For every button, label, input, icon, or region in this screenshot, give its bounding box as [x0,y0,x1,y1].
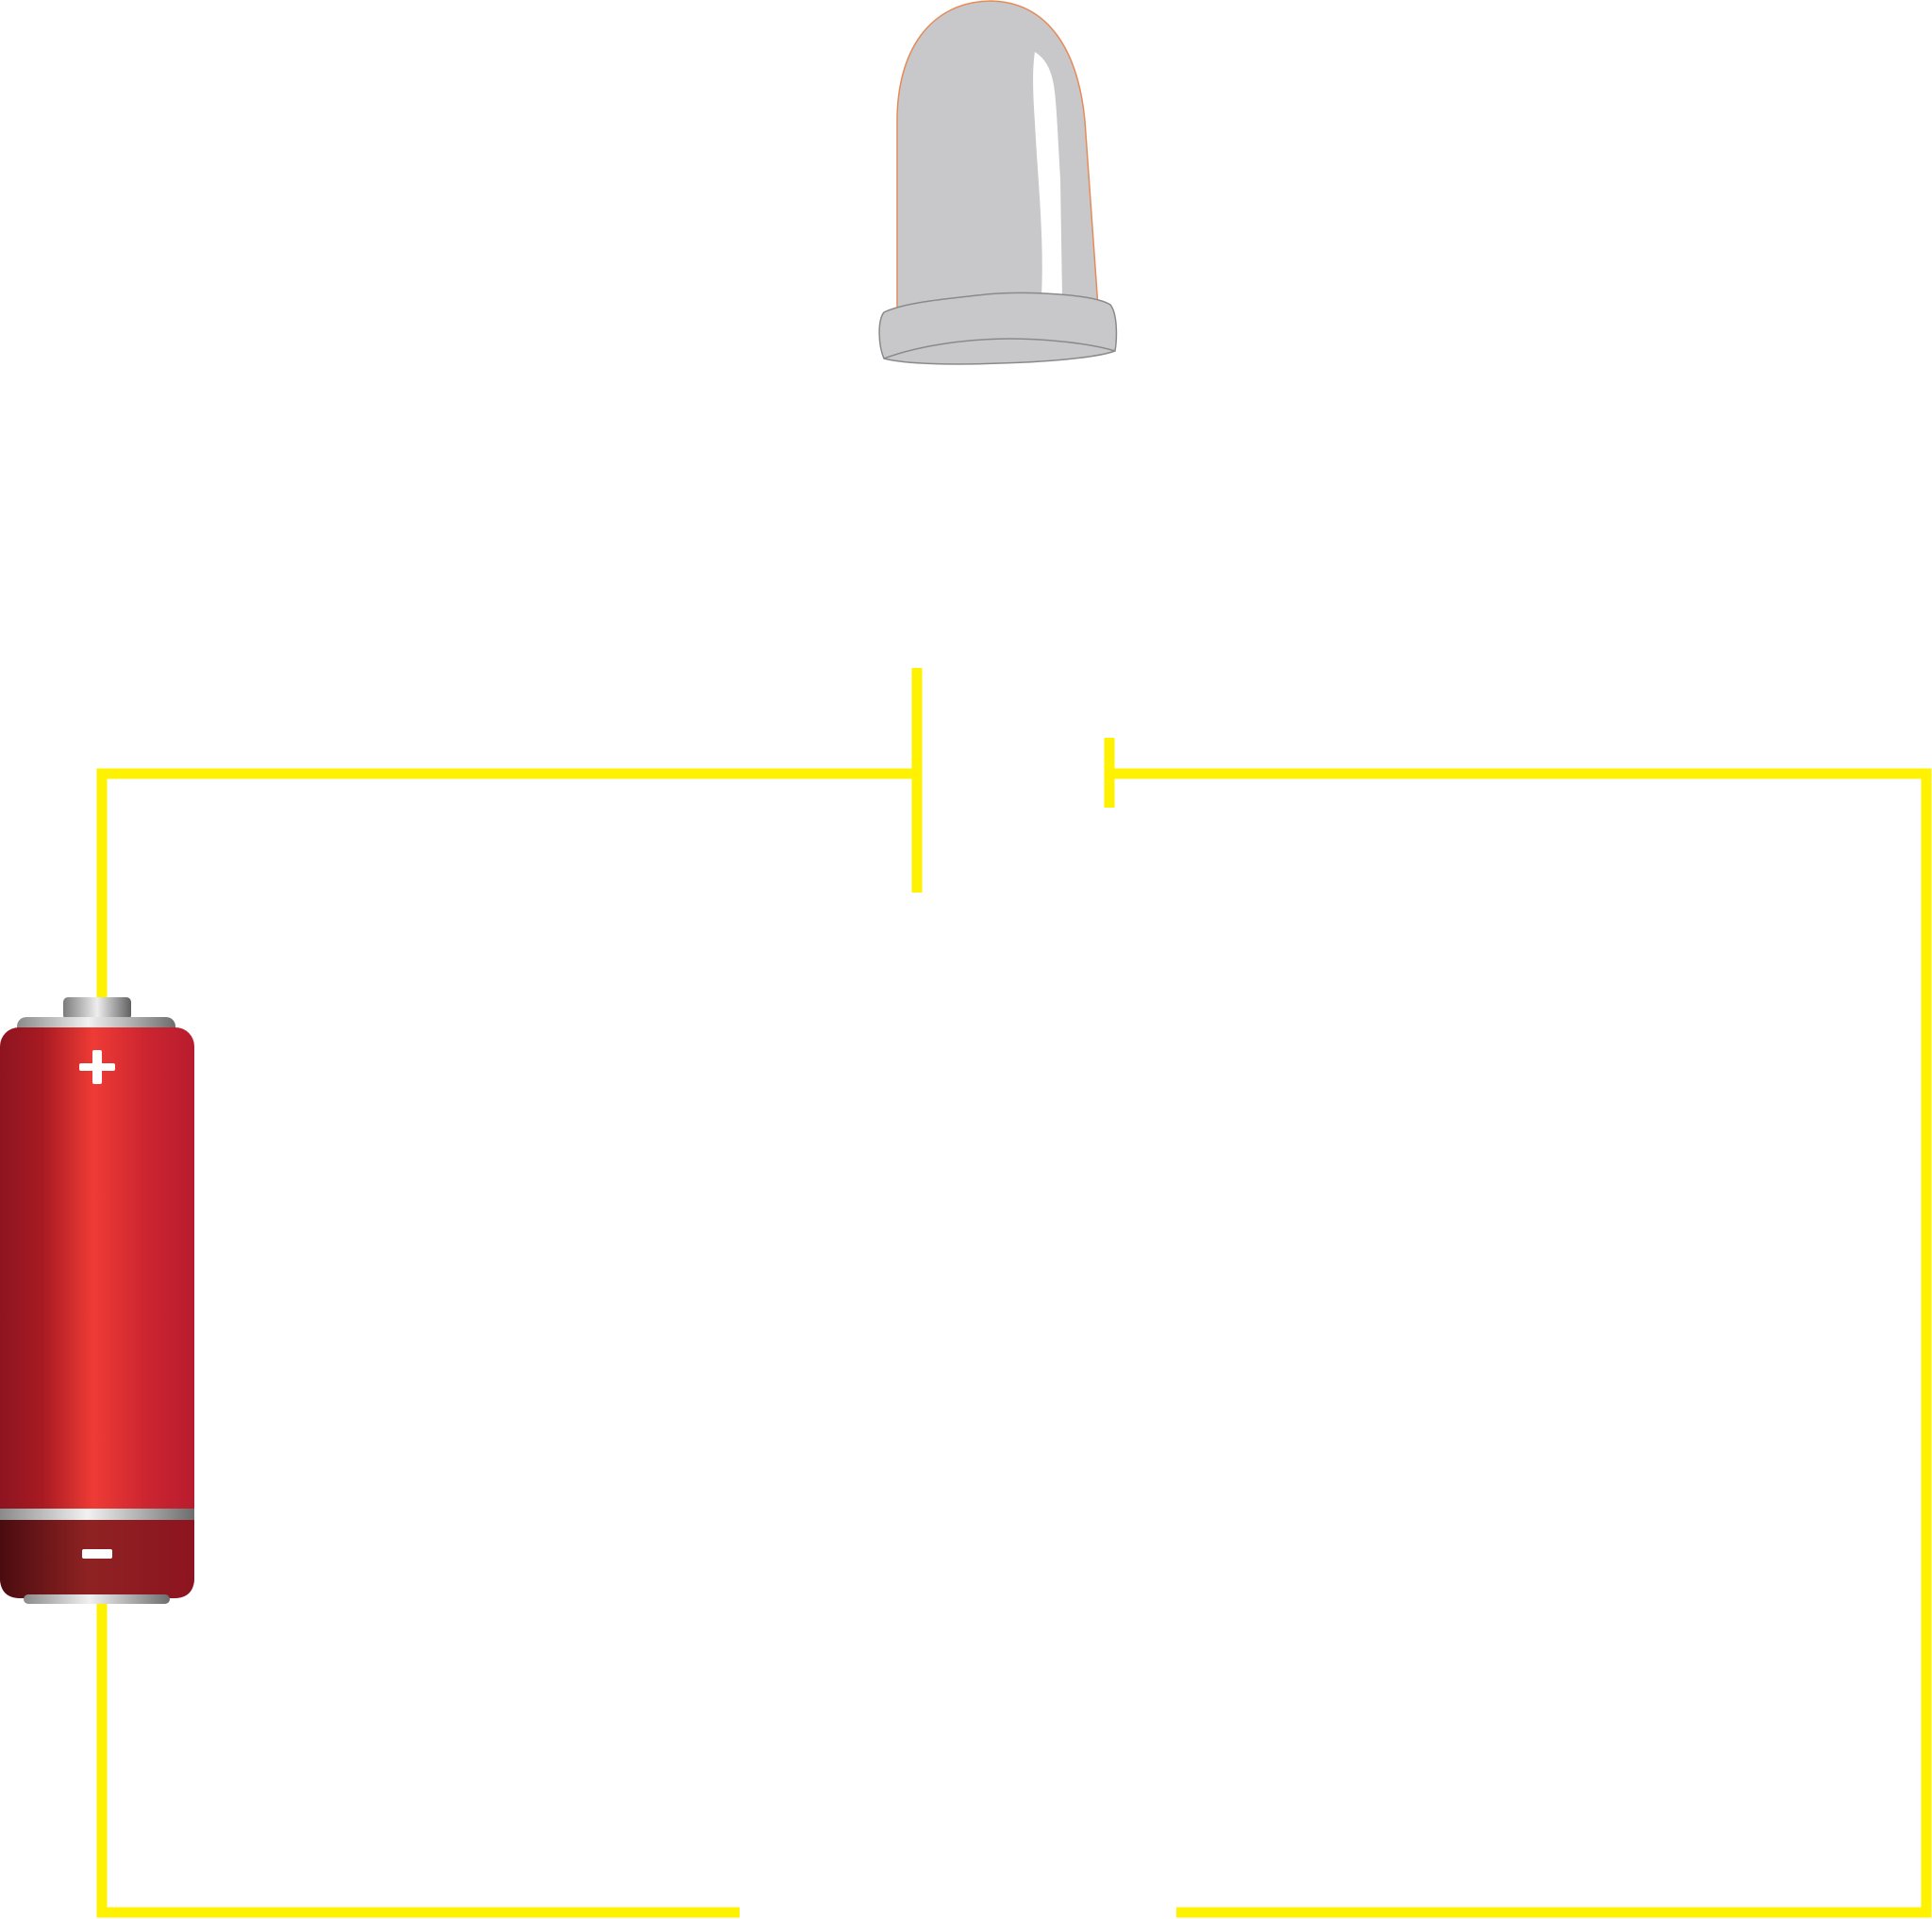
battery-minus-symbol [82,1549,112,1559]
battery-bottom-cap [24,1594,170,1604]
led-dome [896,0,1099,309]
led-bulb [878,0,1118,365]
battery-plus-symbol [79,1050,115,1084]
wire-top-right [1114,768,1932,1918]
battery-body [0,1027,194,1598]
battery [0,997,194,1604]
wire-top-left [96,768,912,998]
battery-top-terminal [63,997,131,1020]
wire-bottom-left [96,1602,740,1918]
battery-band [0,1509,194,1520]
led-base [878,292,1118,365]
wires [96,668,1932,1918]
led-base-rim [883,338,1116,359]
led-highlight [1033,52,1062,297]
